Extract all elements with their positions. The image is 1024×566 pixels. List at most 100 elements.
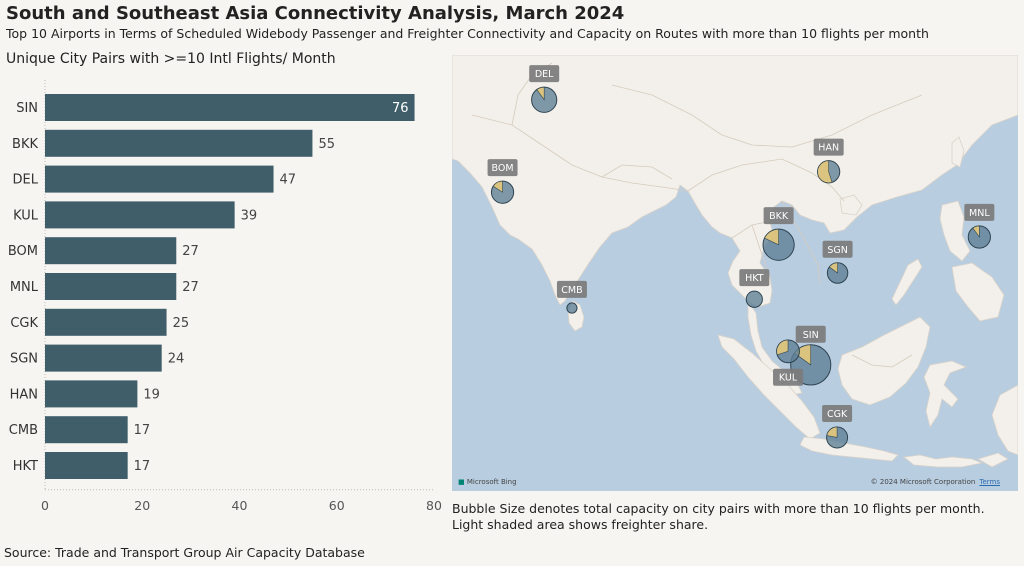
- airport-label: HKT: [745, 273, 764, 284]
- copyright-text: © 2024 Microsoft Corporation: [870, 478, 976, 486]
- data-label: 55: [318, 137, 335, 152]
- land-borneo: [837, 316, 931, 406]
- capacity-bubble: [566, 302, 578, 314]
- border-line: [471, 114, 689, 192]
- airport-label: CGK: [827, 409, 848, 420]
- airport-label-bg: [813, 138, 844, 156]
- data-label: 27: [182, 244, 199, 259]
- airport-bubble[interactable]: HKT: [739, 269, 770, 308]
- airport-label: KUL: [779, 373, 798, 384]
- category-label: CMB: [9, 423, 38, 438]
- bar: [45, 237, 177, 265]
- category-label: HAN: [10, 387, 38, 402]
- chart-subtitle: Top 10 Airports in Terms of Scheduled Wi…: [6, 26, 929, 41]
- airport-bubble[interactable]: BKK: [762, 207, 795, 261]
- chart-title: South and Southeast Asia Connectivity An…: [6, 3, 625, 24]
- airport-label-bg: [795, 325, 826, 343]
- data-label: 24: [168, 352, 185, 367]
- airport-bubble[interactable]: CGK: [822, 404, 853, 449]
- border-line: [687, 158, 845, 202]
- freighter-slice: [764, 228, 779, 246]
- freighter-slice: [817, 160, 833, 184]
- freighter-slice: [492, 180, 503, 193]
- category-label: BOM: [8, 244, 38, 259]
- airport-label: HAN: [818, 143, 839, 154]
- category-label: MNL: [10, 280, 39, 295]
- category-label: KUL: [13, 208, 39, 223]
- map-note-line-1: Bubble Size denotes total capacity on ci…: [452, 501, 985, 516]
- bar: [45, 165, 274, 193]
- land-lesser-sunda: [903, 454, 984, 468]
- land-timor: [976, 452, 1009, 468]
- credit-text: Microsoft Bing: [466, 478, 517, 486]
- airport-label: BKK: [769, 211, 789, 222]
- landmass: [452, 55, 1018, 468]
- source-note: Source: Trade and Transport Group Air Ca…: [4, 545, 365, 560]
- land-asia-mainland: [452, 55, 1018, 308]
- bar: [45, 452, 128, 479]
- airport-bubble[interactable]: HAN: [813, 138, 844, 184]
- bar-chart-title: Unique City Pairs with >=10 Intl Flights…: [6, 51, 336, 67]
- bar: [45, 344, 162, 372]
- map-note: Bubble Size denotes total capacity on ci…: [452, 501, 1018, 533]
- airport-label-bg: [964, 203, 995, 221]
- x-tick-label: 80: [426, 498, 442, 513]
- x-tick-label: 60: [329, 498, 345, 513]
- airport-label: BOM: [492, 163, 514, 174]
- land-palawan: [891, 258, 923, 306]
- airport-label: MNL: [969, 208, 990, 219]
- freighter-slice: [972, 225, 980, 238]
- data-label: 17: [134, 423, 151, 438]
- border-line: [601, 164, 673, 180]
- bubble-map[interactable]: DEL BOM HAN MNL BKK SGN HKT CMB SIN KUL CGK ■ Micr…: [452, 55, 1018, 491]
- airport-label-bg: [773, 368, 804, 386]
- airport-label-bg: [529, 65, 560, 83]
- airport-bubble[interactable]: BOM: [487, 159, 518, 204]
- bar: [45, 94, 415, 121]
- bubble-layer: DEL BOM HAN MNL BKK SGN HKT CMB SIN KUL CGK: [487, 65, 995, 449]
- map-provider-credit: ■ Microsoft Bing: [458, 478, 517, 486]
- airport-label-bg: [739, 269, 770, 287]
- category-label: HKT: [13, 459, 38, 474]
- airport-label-bg: [822, 240, 853, 258]
- airport-bubble[interactable]: KUL: [773, 339, 804, 386]
- land-java: [799, 436, 899, 462]
- airport-label-bg: [822, 404, 853, 422]
- data-label: 27: [182, 280, 199, 295]
- map-copyright: © 2024 Microsoft Corporation Terms: [871, 478, 1000, 486]
- land-mindanao: [951, 262, 1005, 322]
- land-sulawesi: [923, 360, 968, 428]
- x-tick-label: 20: [134, 498, 150, 513]
- freighter-slice: [536, 86, 545, 101]
- airport-bubble[interactable]: DEL: [529, 65, 560, 113]
- data-label: 25: [173, 316, 190, 331]
- border-line: [611, 84, 923, 148]
- airport-bubble[interactable]: CMB: [556, 280, 587, 314]
- airport-label-bg: [763, 207, 794, 225]
- airport-label: CMB: [561, 285, 582, 296]
- freighter-slice: [776, 339, 789, 356]
- capacity-bubble: [745, 290, 763, 308]
- airport-label: SIN: [803, 330, 819, 341]
- land-sumatra: [717, 334, 821, 440]
- airport-bubble[interactable]: SGN: [822, 240, 853, 284]
- data-label: 17: [134, 459, 151, 474]
- terms-link[interactable]: Terms: [979, 478, 1000, 486]
- airport-bubble[interactable]: MNL: [964, 203, 995, 249]
- bar: [45, 308, 167, 336]
- bar: [45, 201, 235, 229]
- airport-label-bg: [556, 280, 587, 298]
- land-new-guinea: [991, 384, 1018, 456]
- bar: [45, 273, 177, 300]
- airport-label-bg: [487, 159, 518, 177]
- land-hainan: [839, 194, 863, 216]
- category-label: BKK: [12, 137, 38, 152]
- data-label: 76: [392, 101, 409, 116]
- freighter-slice: [826, 426, 838, 438]
- bar: [45, 380, 138, 408]
- bar: [45, 129, 313, 157]
- bing-logo-icon: ■: [458, 478, 465, 486]
- data-label: 47: [280, 173, 297, 188]
- airport-label: SGN: [827, 245, 848, 256]
- bar-chart: SIN 76 BKK 55 DEL 47 KUL 39 BOM 27 MNL 27 CGK 25 SGN 24…: [8, 80, 442, 513]
